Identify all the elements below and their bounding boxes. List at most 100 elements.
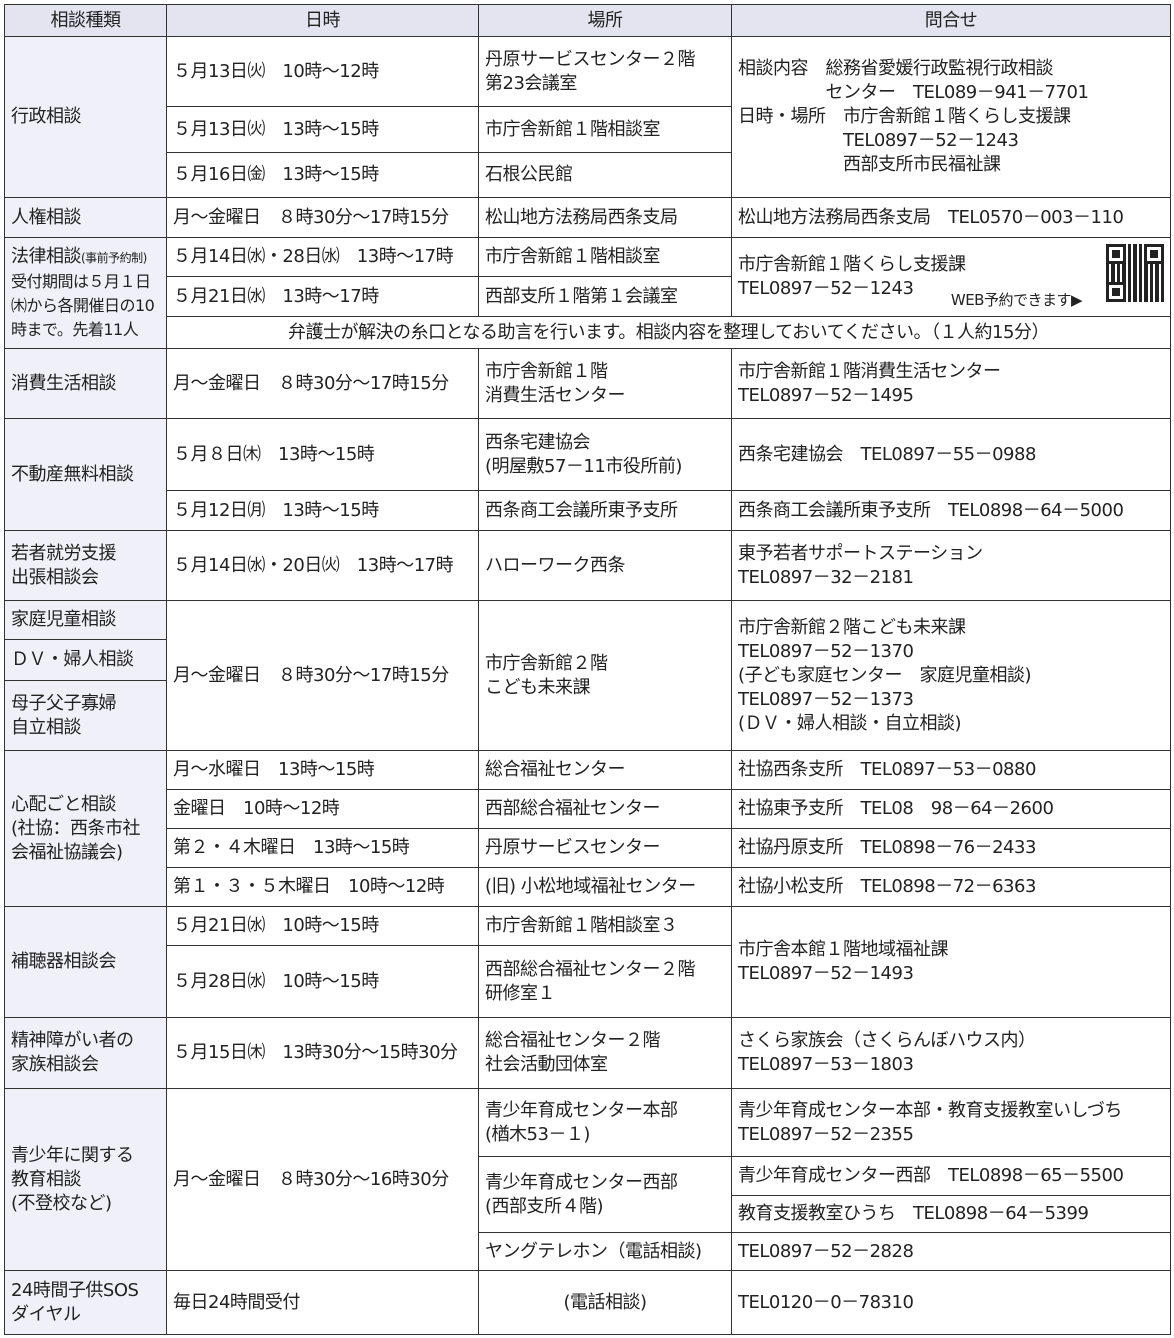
contact-cell: 西条宅建協会 TEL0897－55－0988 bbox=[731, 418, 1171, 491]
category-cell: 青少年に関する 教育相談 (不登校など) bbox=[4, 1088, 167, 1271]
datetime-cell: ５月28日㈬ 10時～15時 bbox=[166, 945, 479, 1018]
header-datetime: 日時 bbox=[166, 4, 479, 37]
table-row: 心配ごと相談 (社協：西条市社 会福祉協議会) 月～水曜日 13時～15時 総合… bbox=[4, 750, 1171, 907]
table-row: ５月28日㈬ 10時～15時 西部総合福祉センター２階 研修室１ bbox=[5, 945, 1171, 1018]
header-contact: 問合せ bbox=[731, 4, 1171, 37]
table-row: 精神障がい者の 家族相談会 ５月15日㈭ 13時30分～15時30分 総合福祉セ… bbox=[4, 1017, 1171, 1089]
table-row: 若者就労支援 出張相談会 ５月14日㈬・20日㈫ 13時～17時 ハローワーク西… bbox=[4, 530, 1171, 601]
consultation-table: 相談種類 日時 場所 問合せ 行政相談 ５月13日㈫ 10時～12時 丹原サービ… bbox=[4, 4, 1171, 1335]
place-cell: 青少年育成センター本部 (楢木53－１) bbox=[478, 1088, 732, 1157]
category-cell: 家庭児童相談 bbox=[4, 600, 167, 640]
table-row: 青少年育成センター西部 (西部支所４階) 青少年育成センター西部 TEL0898… bbox=[5, 1156, 1171, 1233]
header-category: 相談種類 bbox=[4, 4, 167, 37]
category-cell: 心配ごと相談 (社協：西条市社 会福祉協議会) bbox=[4, 750, 167, 907]
contact-cell: 市庁舎本館１階地域福祉課 TEL0897－52－1493 bbox=[731, 906, 1171, 1018]
table-row: 青少年に関する 教育相談 (不登校など) 月～金曜日 ８時30分～16時30分 … bbox=[4, 1088, 1171, 1271]
table-row: 消費生活相談 月～金曜日 ８時30分～17時15分 市庁舎新館１階 消費生活セン… bbox=[4, 348, 1171, 419]
contact-cell: 社協西条支所 TEL0897－53－0880 bbox=[731, 750, 1171, 790]
contact-cell: 東予若者サポートステーション TEL0897－32－2181 bbox=[731, 530, 1171, 601]
datetime-cell: 第２・４木曜日 13時～15時 bbox=[166, 828, 479, 868]
contact-cell: TEL0897－52－2828 bbox=[731, 1232, 1171, 1271]
place-cell: 松山地方法務局西条支局 bbox=[478, 197, 732, 238]
contact-cell: 市庁舎新館２階こども未来課 TEL0897－52－1370 (子ども家庭センター… bbox=[731, 600, 1171, 751]
place-cell: 丹原サービスセンター bbox=[478, 828, 732, 868]
datetime-cell: ５月21日㈬ 10時～15時 bbox=[166, 906, 479, 946]
datetime-cell: ５月21日㈬ 13時～17時 bbox=[166, 276, 479, 317]
table-row: 24時間子供SOS ダイヤル 毎日24時間受付 (電話相談) TEL0120－0… bbox=[4, 1270, 1171, 1335]
header-place: 場所 bbox=[478, 4, 732, 37]
datetime-cell: ５月８日㈭ 13時～15時 bbox=[166, 418, 479, 491]
datetime-cell: ５月13日㈫ 10時～12時 bbox=[166, 36, 479, 107]
table-row: 金曜日 10時～12時 西部総合福祉センター 社協東予支所 TEL08 98－6… bbox=[5, 789, 1171, 829]
category-note: 受付期間は５月１日 ㈭から各開催日の10 時まで。先着11人 bbox=[11, 271, 155, 339]
table-row: ５月21日㈬ 13時～17時 西部支所１階第１会議室 bbox=[5, 276, 1171, 317]
contact-cell: 松山地方法務局西条支局 TEL0570－003－110 bbox=[731, 197, 1171, 238]
place-cell: 市庁舎新館１階相談室 bbox=[478, 106, 732, 153]
table-row: ５月13日㈫ 13時～15時 市庁舎新館１階相談室 bbox=[5, 106, 1171, 153]
place-cell: 市庁舎新館２階 こども未来課 bbox=[478, 600, 732, 751]
place-cell: (旧) 小松地域福祉センター bbox=[478, 867, 732, 907]
datetime-cell: ５月16日㈮ 13時～15時 bbox=[166, 152, 479, 198]
contact-cell: TEL0120－0－78310 bbox=[731, 1270, 1171, 1335]
qr-code-icon[interactable] bbox=[1106, 244, 1164, 302]
place-cell: 西条宅建協会 (明屋敷57－11市役所前) bbox=[478, 418, 732, 491]
datetime-cell: 金曜日 10時～12時 bbox=[166, 789, 479, 829]
contact-cell: 社協小松支所 TEL0898－72－6363 bbox=[731, 867, 1171, 907]
category-cell: 消費生活相談 bbox=[4, 348, 167, 419]
place-cell: 市庁舎新館１階 消費生活センター bbox=[478, 348, 732, 419]
contact-cell: 社協東予支所 TEL08 98－64－2600 bbox=[731, 789, 1171, 829]
place-cell: 市庁舎新館１階相談室３ bbox=[478, 906, 732, 946]
table-row: 家庭児童相談 月～金曜日 ８時30分～17時15分 市庁舎新館２階 こども未来課… bbox=[4, 600, 1171, 751]
category-label: 法律相談 bbox=[11, 245, 82, 267]
contact-cell: さくら家族会（さくらんぼハウス内） TEL0897－53－1803 bbox=[731, 1017, 1171, 1089]
place-cell: ヤングテレホン（電話相談) bbox=[478, 1232, 732, 1271]
contact-cell: 市庁舎新館１階消費生活センター TEL0897－52－1495 bbox=[731, 348, 1171, 419]
contact-cell: 相談内容 総務省愛媛行政監視行政相談 センター TEL089－941－7701 … bbox=[731, 36, 1171, 198]
place-cell: 市庁舎新館１階相談室 bbox=[478, 237, 732, 277]
datetime-cell: ５月15日㈭ 13時30分～15時30分 bbox=[166, 1017, 479, 1089]
place-cell: ハローワーク西条 bbox=[478, 530, 732, 601]
table-row: ５月16日㈮ 13時～15時 石根公民館 bbox=[5, 152, 1171, 198]
datetime-cell: ５月12日㈪ 13時～15時 bbox=[166, 490, 479, 531]
place-cell: 西条商工会議所東予支所 bbox=[478, 490, 732, 531]
category-sub: (事前予約制) bbox=[81, 250, 147, 265]
place-cell: (電話相談) bbox=[478, 1270, 732, 1335]
web-reservation-link[interactable]: WEB予約できます▶ bbox=[950, 291, 1083, 309]
contact-text: 市庁舎新館１階くらし支援課 TEL0897－52－1243 bbox=[738, 254, 966, 299]
place-cell: 丹原サービスセンター２階 第23会議室 bbox=[478, 36, 732, 107]
datetime-cell: 月～水曜日 13時～15時 bbox=[166, 750, 479, 790]
contact-cell: 社協丹原支所 TEL0898－76－2433 bbox=[731, 828, 1171, 868]
contact-cell: 青少年育成センター西部 TEL0898－65－5500 bbox=[731, 1156, 1171, 1196]
header-row: 相談種類 日時 場所 問合せ bbox=[4, 4, 1171, 37]
place-cell: 青少年育成センター西部 (西部支所４階) bbox=[478, 1156, 732, 1233]
category-cell: 法律相談(事前予約制) 受付期間は５月１日 ㈭から各開催日の10 時まで。先着1… bbox=[4, 237, 167, 349]
category-cell: 母子父子寡婦 自立相談 bbox=[4, 680, 167, 751]
table-row: 不動産無料相談 ５月８日㈭ 13時～15時 西条宅建協会 (明屋敷57－11市役… bbox=[4, 418, 1171, 531]
place-cell: 西部総合福祉センター２階 研修室１ bbox=[478, 945, 732, 1018]
place-cell: 石根公民館 bbox=[478, 152, 732, 198]
contact-cell: 市庁舎新館１階くらし支援課 TEL0897－52－1243 WEB予約できます▶ bbox=[731, 237, 1171, 317]
table-row: ５月12日㈪ 13時～15時 西条商工会議所東予支所 西条商工会議所東予支所 T… bbox=[5, 490, 1171, 531]
table-row: 第１・３・５木曜日 10時～12時 (旧) 小松地域福祉センター 社協小松支所 … bbox=[5, 867, 1171, 907]
category-cell: 精神障がい者の 家族相談会 bbox=[4, 1017, 167, 1089]
datetime-cell: ５月13日㈫ 13時～15時 bbox=[166, 106, 479, 153]
table-row: 第２・４木曜日 13時～15時 丹原サービスセンター 社協丹原支所 TEL089… bbox=[5, 828, 1171, 868]
datetime-cell: 月～金曜日 ８時30分～16時30分 bbox=[166, 1088, 479, 1271]
place-cell: 西部総合福祉センター bbox=[478, 789, 732, 829]
note-cell: 弁護士が解決の糸口となる助言を行います。相談内容を整理しておいてください。（１人… bbox=[166, 316, 1171, 349]
datetime-cell: 月～金曜日 ８時30分～17時15分 bbox=[166, 197, 479, 238]
datetime-cell: 月～金曜日 ８時30分～17時15分 bbox=[166, 600, 479, 751]
category-cell: 補聴器相談会 bbox=[4, 906, 167, 1018]
category-cell: 行政相談 bbox=[4, 36, 167, 198]
table-row: 補聴器相談会 ５月21日㈬ 10時～15時 市庁舎新館１階相談室３ 市庁舎本館１… bbox=[4, 906, 1171, 1018]
contact-cell: 西条商工会議所東予支所 TEL0898－64－5000 bbox=[731, 490, 1171, 531]
datetime-cell: 毎日24時間受付 bbox=[166, 1270, 479, 1335]
contact-cell: 青少年育成センター本部・教育支援教室いしづち TEL0897－52－2355 bbox=[731, 1088, 1171, 1157]
table-row: 母子父子寡婦 自立相談 bbox=[4, 680, 1171, 751]
table-row: 教育支援教室ひうち TEL0898－64－5399 bbox=[5, 1195, 1171, 1233]
datetime-cell: ５月14日㈬・20日㈫ 13時～17時 bbox=[166, 530, 479, 601]
datetime-cell: 第１・３・５木曜日 10時～12時 bbox=[166, 867, 479, 907]
category-cell: ＤＶ・婦人相談 bbox=[4, 639, 167, 681]
table-row: 人権相談 月～金曜日 ８時30分～17時15分 松山地方法務局西条支局 松山地方… bbox=[4, 197, 1171, 238]
datetime-cell: 月～金曜日 ８時30分～17時15分 bbox=[166, 348, 479, 419]
